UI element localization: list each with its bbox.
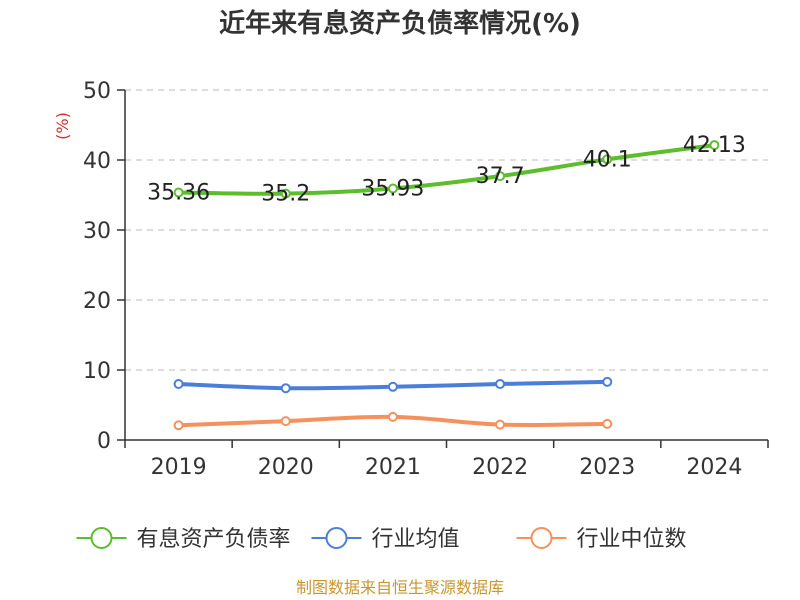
series-group <box>173 140 720 199</box>
chart-title: 近年来有息资产负债率情况(%) <box>219 8 581 39</box>
data-label: 37.7 <box>476 164 525 189</box>
legend-swatch-marker <box>325 527 348 549</box>
y-tick-label: 20 <box>83 289 111 314</box>
y-tick-label: 50 <box>83 79 111 104</box>
data-point[interactable] <box>495 419 506 430</box>
data-point[interactable] <box>173 379 184 389</box>
y-axis-unit-label: (%) <box>53 112 72 140</box>
data-label: 40.1 <box>583 147 632 172</box>
x-tick-label: 2021 <box>365 455 421 480</box>
data-point[interactable] <box>602 418 613 429</box>
data-point[interactable] <box>173 187 184 198</box>
series-layer <box>173 140 720 431</box>
x-tick-label: 2022 <box>472 455 528 480</box>
data-point[interactable] <box>495 171 506 182</box>
series-line <box>176 143 717 196</box>
legend-label: 行业均值 <box>372 527 460 552</box>
legend-swatch-marker <box>90 527 113 549</box>
grid-layer <box>125 89 768 371</box>
data-label: 35.93 <box>361 176 424 201</box>
data-point[interactable] <box>387 381 398 392</box>
data-point[interactable] <box>387 411 398 422</box>
data-point[interactable] <box>280 416 291 427</box>
x-tick-label: 2023 <box>579 455 635 480</box>
legend-swatch-marker <box>530 527 553 549</box>
data-point[interactable] <box>602 376 613 387</box>
data-point[interactable] <box>495 379 506 389</box>
legend: 有息资产负债率 行业均值 行业中位数 <box>76 527 687 552</box>
data-point[interactable] <box>280 188 291 199</box>
legend-item[interactable]: 行业均值 <box>311 527 460 552</box>
data-point[interactable] <box>709 140 720 151</box>
x-tick-label: 2024 <box>686 455 742 480</box>
data-label: 35.36 <box>147 180 210 205</box>
y-tick-label: 30 <box>83 219 111 244</box>
y-tick-label: 40 <box>83 149 111 174</box>
legend-item[interactable]: 行业中位数 <box>516 527 687 552</box>
legend-label: 有息资产负债率 <box>137 527 291 552</box>
x-tick-label: 2019 <box>151 455 207 480</box>
data-label-layer: 35.36 35.2 35.93 37.7 40.1 42.13 <box>147 133 746 207</box>
legend-label: 行业中位数 <box>577 527 687 552</box>
series-group <box>173 411 613 431</box>
source-note: 制图数据来自恒生聚源数据库 <box>296 578 504 597</box>
legend-item[interactable]: 有息资产负债率 <box>76 527 291 552</box>
series-group <box>173 376 613 394</box>
data-point[interactable] <box>602 154 613 165</box>
axis-layer: 0 10 20 30 40 50 2019 2020 2021 2022 2023 2024 <box>83 79 769 480</box>
data-point[interactable] <box>280 383 291 394</box>
y-tick-label: 0 <box>97 429 111 454</box>
data-point[interactable] <box>173 420 184 431</box>
y-tick-label: 10 <box>83 359 111 384</box>
data-point[interactable] <box>387 183 398 194</box>
x-tick-label: 2020 <box>258 455 314 480</box>
data-label: 35.2 <box>261 182 310 207</box>
data-label: 42.13 <box>683 133 746 158</box>
